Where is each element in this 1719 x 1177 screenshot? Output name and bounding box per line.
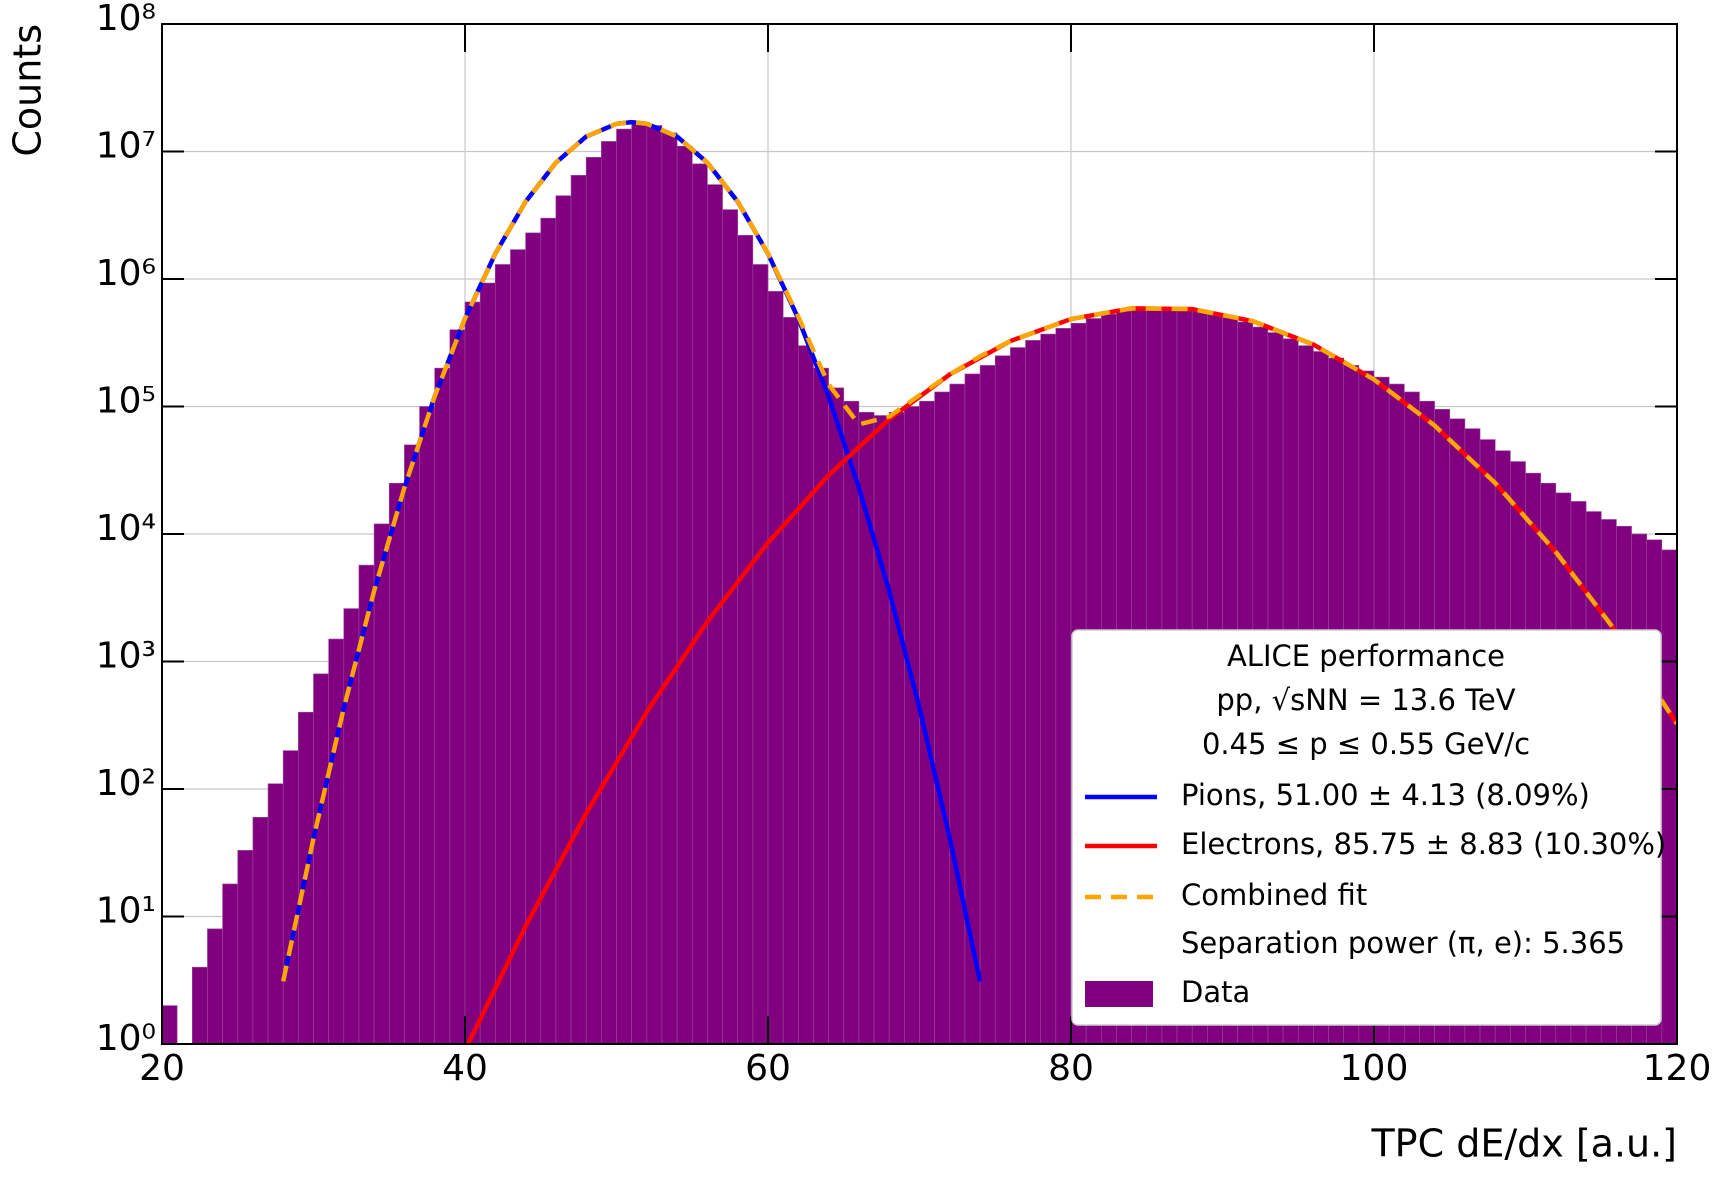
- x-tick-label: 80: [1048, 1048, 1094, 1089]
- y-tick-label: 10⁶: [96, 253, 156, 294]
- bar: [252, 816, 269, 1045]
- legend-header: pp, √sNN = 13.6 TeV: [1216, 683, 1515, 717]
- y-axis-label: Counts: [6, 24, 50, 157]
- bar: [282, 750, 299, 1045]
- y-tick-label: 10¹: [96, 891, 156, 932]
- legend-swatch: [1085, 981, 1153, 1007]
- bar: [797, 345, 814, 1045]
- x-tick-label: 60: [745, 1048, 791, 1089]
- bar: [1661, 549, 1678, 1045]
- bar: [1040, 333, 1057, 1045]
- x-tick-label: 20: [139, 1048, 185, 1089]
- legend-label: Electrons, 85.75 ± 8.83 (10.30%): [1181, 827, 1666, 861]
- y-tick-label: 10⁴: [96, 508, 156, 549]
- bar: [267, 783, 284, 1045]
- bar: [404, 444, 420, 1045]
- bar: [570, 175, 587, 1045]
- bar: [904, 406, 920, 1045]
- bar: [388, 482, 405, 1045]
- bar: [676, 145, 693, 1045]
- bar: [722, 209, 738, 1045]
- bar: [1055, 328, 1072, 1045]
- bar: [1025, 340, 1042, 1045]
- bar: [328, 638, 345, 1045]
- bar: [601, 141, 617, 1045]
- fit-line: [280, 119, 1677, 982]
- x-tick-label: 40: [442, 1048, 488, 1089]
- legend-header: ALICE performance: [1227, 639, 1505, 673]
- bar: [691, 163, 708, 1045]
- y-tick-label: 10⁸: [96, 0, 156, 39]
- bar: [494, 264, 511, 1045]
- y-tick-label: 10⁷: [96, 126, 156, 167]
- bar: [1010, 347, 1026, 1045]
- bar: [888, 412, 905, 1045]
- bar: [979, 365, 996, 1045]
- bar: [828, 387, 845, 1045]
- bar: [161, 1005, 178, 1045]
- bar: [737, 235, 754, 1045]
- bar: [585, 157, 602, 1045]
- bar: [479, 282, 496, 1045]
- y-tick-label: 10³: [96, 636, 156, 677]
- fit-curves: [280, 119, 1677, 1044]
- bar: [646, 125, 663, 1045]
- bar: [207, 928, 223, 1045]
- y-tick-label: 10²: [96, 763, 156, 804]
- bar: [813, 367, 829, 1045]
- x-axis-label: TPC dE/dx [a.u.]: [1370, 1122, 1677, 1166]
- bar: [449, 329, 466, 1045]
- legend-label: Combined fit: [1181, 878, 1367, 912]
- bar: [540, 217, 557, 1045]
- bar: [873, 415, 890, 1045]
- bar: [934, 391, 951, 1045]
- bar: [222, 883, 239, 1045]
- bar: [994, 355, 1011, 1045]
- legend-box: [1071, 629, 1662, 1026]
- legend: ALICE performance pp, √sNN = 13.6 TeV 0.45…: [1071, 629, 1666, 1026]
- legend-label: Data: [1181, 975, 1250, 1009]
- bar: [313, 673, 329, 1045]
- y-tick-label: 10⁵: [96, 381, 156, 422]
- bar: [434, 367, 451, 1045]
- bar: [616, 128, 632, 1045]
- x-tick-label: 120: [1643, 1048, 1712, 1089]
- bar: [949, 383, 966, 1045]
- axes: 10⁰ 10¹ 10² 10³ 10⁴ 10⁵ 10⁶ 10⁷ 10⁸ 20 40 60 80 100 12…: [96, 0, 1712, 1089]
- y-tick-label: 10⁰: [96, 1018, 156, 1059]
- bar: [782, 317, 799, 1045]
- bar: [752, 264, 769, 1045]
- bar: [661, 132, 678, 1045]
- bar: [419, 406, 435, 1045]
- legend-label: Pions, 51.00 ± 4.13 (8.09%): [1181, 778, 1590, 812]
- bar: [464, 301, 481, 1045]
- annotation: Separation power (π, e): 5.365: [1181, 926, 1625, 960]
- bar: [843, 400, 860, 1045]
- bar: [555, 195, 572, 1045]
- x-tick-label: 100: [1340, 1048, 1409, 1089]
- legend-header: 0.45 ≤ p ≤ 0.55 GeV/c: [1202, 727, 1530, 761]
- bar: [767, 291, 784, 1045]
- bar: [510, 249, 526, 1045]
- bar: [631, 121, 648, 1045]
- bar: [192, 966, 208, 1045]
- bar: [373, 523, 390, 1045]
- bar: [237, 850, 254, 1045]
